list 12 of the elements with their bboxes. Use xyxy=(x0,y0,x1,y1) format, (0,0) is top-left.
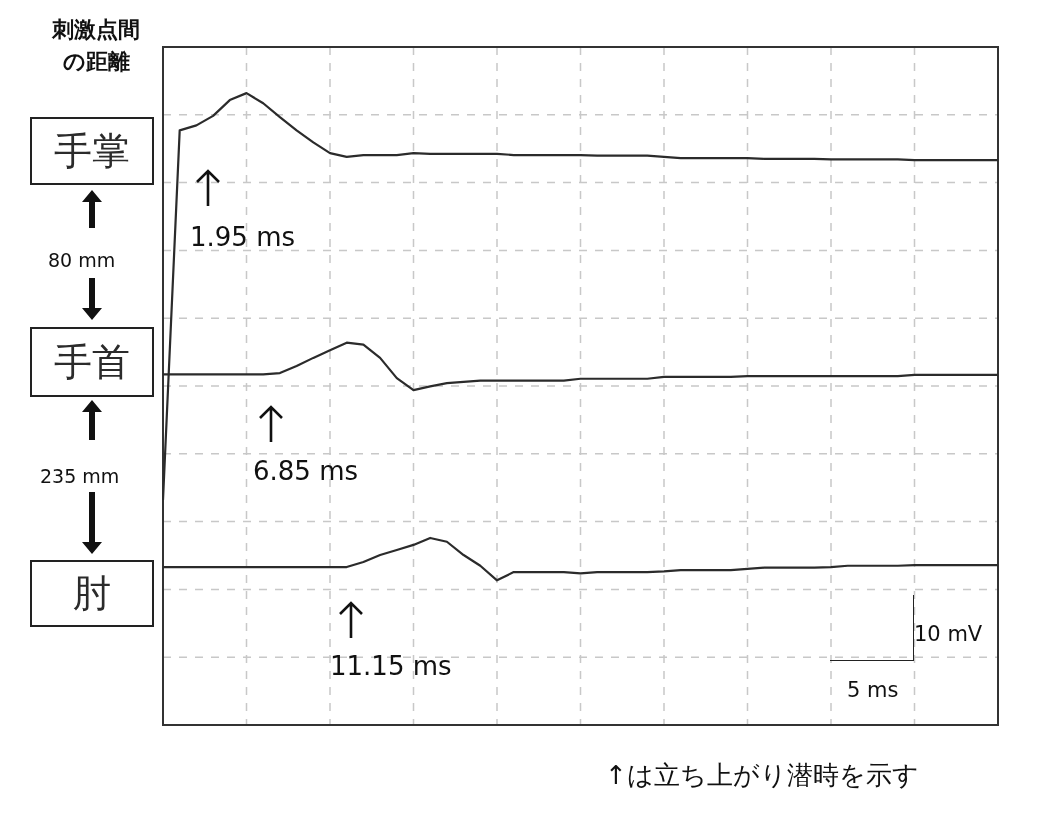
text: ↑は立ち上がり潜時を示す xyxy=(605,759,919,792)
series-label: 手掌 xyxy=(30,117,154,185)
annotation: 5 ms xyxy=(847,678,899,702)
text: 80 mm xyxy=(48,249,116,271)
legend-title: 刺激点間の距離 xyxy=(51,16,141,76)
series-label: 肘 xyxy=(30,560,154,627)
text: 235 mm xyxy=(40,465,120,487)
annotation: 6.85 ms xyxy=(253,456,359,486)
annotation: 1.95 ms xyxy=(190,222,296,252)
annotation: 11.15 ms xyxy=(330,651,452,681)
series-label: 手首 xyxy=(30,327,154,397)
annotation: 10 mV xyxy=(914,622,983,646)
